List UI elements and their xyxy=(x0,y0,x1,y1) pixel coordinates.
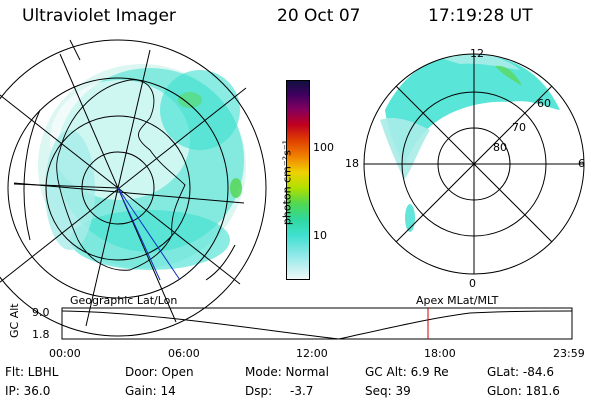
timeline-tick-2359: 23:59 xyxy=(553,347,585,360)
timeline-y-tick-max: 9.0 xyxy=(32,306,50,319)
filter-info: Flt: LBHL xyxy=(5,365,59,379)
seq-info: Seq: 39 xyxy=(365,384,411,398)
timeline-tick-0600: 06:00 xyxy=(168,347,200,360)
colorbar-tick-10: 10 xyxy=(313,229,327,242)
colorbar-tick-100: 100 xyxy=(313,141,334,154)
app-title: Ultraviolet Imager xyxy=(22,6,176,26)
continent-outline xyxy=(56,79,186,271)
mode-info: Mode: Normal xyxy=(245,365,329,379)
mlt-label-12: 12 xyxy=(470,47,484,60)
timeline-tick-0000: 00:00 xyxy=(49,347,81,360)
mlat-label-60: 60 xyxy=(537,97,551,110)
satellite-track xyxy=(117,187,181,281)
glat-info: GLat: -84.6 xyxy=(487,365,554,379)
gc-alt-info: GC Alt: 6.9 Re xyxy=(365,365,449,379)
mlat-label-70: 70 xyxy=(512,121,526,134)
glon-info: GLon: 181.6 xyxy=(487,384,560,398)
mlat-label-80: 80 xyxy=(493,141,507,154)
ip-info: IP: 36.0 xyxy=(5,384,51,398)
gain-info: Gain: 14 xyxy=(125,384,176,398)
mlt-label-0: 0 xyxy=(469,277,476,290)
timeline-left-title: Geographic Lat/Lon xyxy=(70,294,178,307)
mlt-label-6: 6 xyxy=(578,157,585,170)
door-info: Door: Open xyxy=(125,365,194,379)
polar-grid xyxy=(363,53,585,275)
timeline-y-tick-min: 1.8 xyxy=(32,328,50,341)
image-time: 17:19:28 UT xyxy=(428,6,533,26)
color-scale-bar xyxy=(286,80,310,280)
mlt-label-18: 18 xyxy=(345,157,359,170)
dsp-value: -3.7 xyxy=(290,384,314,398)
dsp-label: Dsp: xyxy=(245,384,273,398)
timeline-right-title: Apex MLat/MLT xyxy=(416,294,499,307)
polar-aurora-image xyxy=(380,54,560,232)
timeline-tick-1200: 12:00 xyxy=(296,347,328,360)
altitude-curve xyxy=(61,310,573,340)
timeline-tick-1800: 18:00 xyxy=(424,347,456,360)
image-date: 20 Oct 07 xyxy=(277,6,361,26)
